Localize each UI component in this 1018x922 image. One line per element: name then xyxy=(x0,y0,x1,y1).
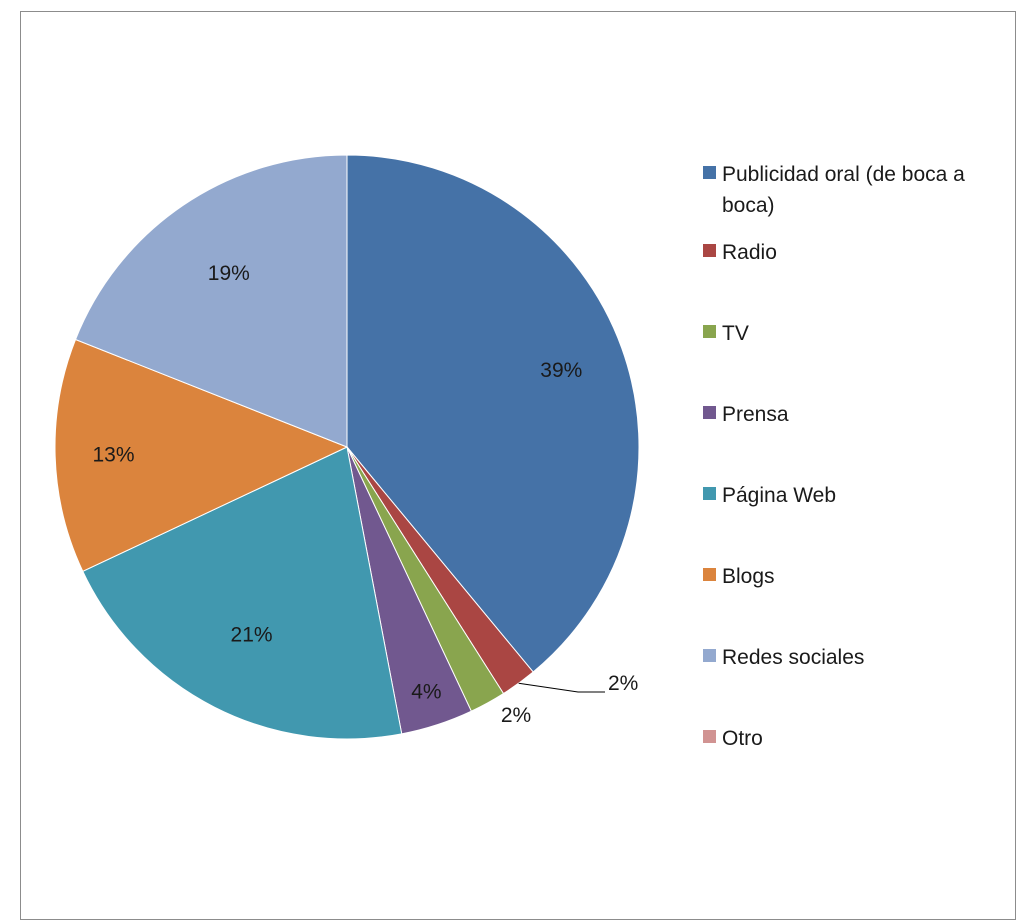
legend-label-7: Redes sociales xyxy=(722,646,865,669)
pie-slice-6 xyxy=(54,338,349,572)
legend-swatch-2 xyxy=(703,244,716,257)
pie-slice-7 xyxy=(74,154,348,448)
legend-item-1: Publicidad oral (de boca a boca) xyxy=(703,159,1004,221)
data-label-1: 39% xyxy=(540,359,582,382)
legend-item-2: Radio xyxy=(703,237,1004,268)
data-label-2: 2% xyxy=(608,672,638,695)
legend-label-8: Otro xyxy=(722,727,763,750)
legend-label-3: TV xyxy=(722,322,749,345)
data-label-7: 19% xyxy=(208,262,250,285)
legend-item-6: Blogs xyxy=(703,561,1004,592)
legend-swatch-5 xyxy=(703,487,716,500)
legend-item-3: TV xyxy=(703,318,1004,349)
legend-item-5: Página Web xyxy=(703,480,1004,511)
data-label-4: 4% xyxy=(411,680,441,703)
data-label-5: 21% xyxy=(231,623,273,646)
legend-item-4: Prensa xyxy=(703,399,1004,430)
legend-swatch-4 xyxy=(703,406,716,419)
legend-swatch-7 xyxy=(703,649,716,662)
legend-swatch-3 xyxy=(703,325,716,338)
pie-slice-1 xyxy=(346,154,640,673)
legend-label-6: Blogs xyxy=(722,565,775,588)
legend-swatch-1 xyxy=(703,166,716,179)
pie-slice-5 xyxy=(82,446,403,740)
legend-swatch-6 xyxy=(703,568,716,581)
legend-label-2: Radio xyxy=(722,241,777,264)
legend-label-5: Página Web xyxy=(722,484,837,507)
legend-label-4: Prensa xyxy=(722,403,789,426)
legend-swatch-8 xyxy=(703,730,716,743)
data-label-3: 2% xyxy=(501,704,531,727)
data-label-6: 13% xyxy=(92,443,134,466)
leader-line-2 xyxy=(518,682,605,693)
legend-item-8: Otro xyxy=(703,723,1004,754)
legend-item-7: Redes sociales xyxy=(703,642,1004,673)
legend-label-1: Publicidad oral (de boca a boca) xyxy=(722,163,965,217)
